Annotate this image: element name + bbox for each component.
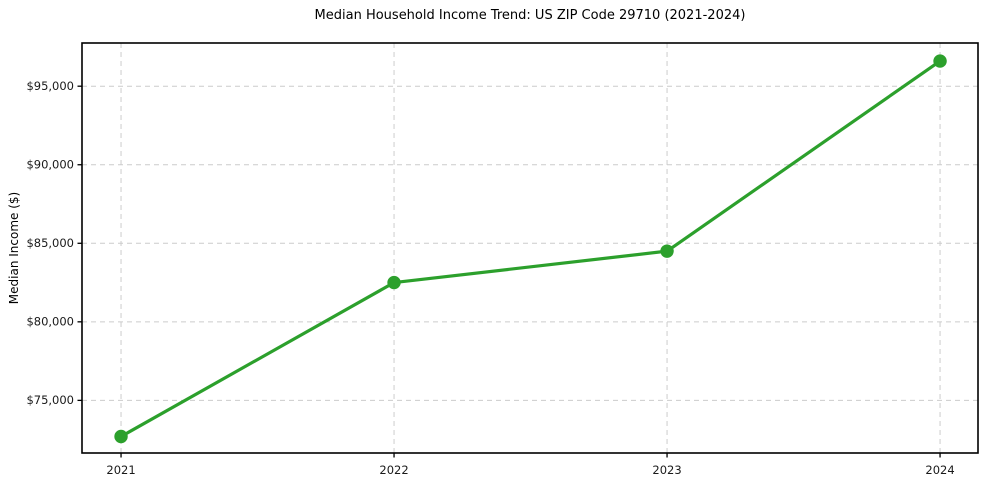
axes-spines	[81, 42, 979, 454]
y-tick-label: $95,000	[26, 79, 74, 93]
data-point-2024	[933, 54, 947, 68]
chart-title: Median Household Income Trend: US ZIP Co…	[314, 8, 746, 23]
x-tick-label: 2023	[652, 463, 681, 477]
x-tick-label: 2021	[106, 463, 135, 477]
y-tick-label: $75,000	[26, 393, 74, 407]
data-point-2022	[387, 275, 401, 290]
y-tick-label: $85,000	[26, 236, 74, 250]
trend-line	[119, 59, 942, 439]
data-point-2023	[660, 244, 674, 258]
data-point-2021	[114, 429, 128, 444]
y-tick-label: $80,000	[26, 315, 74, 329]
x-tick-label: 2024	[925, 463, 954, 477]
y-tick-label: $90,000	[26, 158, 74, 172]
x-tick-label: 2022	[379, 463, 408, 477]
